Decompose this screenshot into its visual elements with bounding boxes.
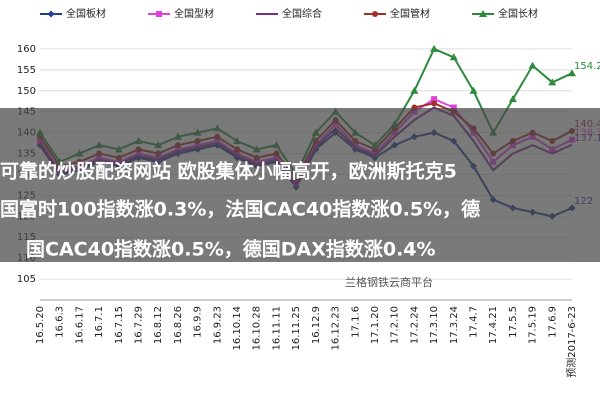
x-tick-label: 16.8.12 xyxy=(153,306,164,344)
x-tick-label: 16.11.25 xyxy=(291,306,302,351)
point xyxy=(449,53,458,61)
value-label: 154.2 xyxy=(574,61,600,72)
x-tick-label: 17.4.7 xyxy=(468,306,479,338)
x-tick-label: 17.2.10 xyxy=(390,306,401,344)
point xyxy=(528,61,537,69)
point xyxy=(568,69,576,77)
overlay-banner xyxy=(0,108,600,262)
point xyxy=(156,11,162,17)
point xyxy=(548,78,557,86)
x-tick-label: 17.4.21 xyxy=(488,306,499,344)
x-tick-label: 16.8.26 xyxy=(173,306,184,344)
y-tick-label: 150 xyxy=(17,86,36,97)
x-tick-label: 16.9.9 xyxy=(193,306,204,338)
x-tick-label: 17.5.5 xyxy=(508,306,519,338)
point xyxy=(47,10,55,18)
legend-label: 全国板材 xyxy=(66,7,106,20)
legend-label: 全国长材 xyxy=(498,7,538,20)
overlay-text: 可靠的炒股配资网站 欧股集体小幅高开，欧洲斯托克5 xyxy=(0,160,457,183)
x-tick-label: 16.12.9 xyxy=(311,306,322,344)
x-tick-label: 16.12.23 xyxy=(331,306,342,351)
x-tick-label: 17.3.24 xyxy=(449,306,460,344)
legend-label: 全国管材 xyxy=(390,7,430,20)
point xyxy=(430,44,439,52)
x-tick-label: 预测2017-6-23 xyxy=(565,306,578,378)
x-tick-label: 17.3.10 xyxy=(429,306,440,344)
x-tick-label: 16.6.3 xyxy=(55,306,66,338)
point xyxy=(469,86,478,94)
y-tick-label: 105 xyxy=(17,274,36,285)
overlay-text: 国CAC40指数涨0.5%，德国DAX指数涨0.4% xyxy=(26,238,436,261)
x-tick-label: 16.7.29 xyxy=(134,306,145,344)
point xyxy=(450,104,457,111)
x-tick-label: 17.1.20 xyxy=(370,306,381,344)
x-tick-label: 16.7.15 xyxy=(114,306,125,344)
point xyxy=(372,11,378,17)
point xyxy=(410,86,419,94)
point xyxy=(431,100,438,107)
point xyxy=(479,10,487,17)
x-tick-label: 17.1.6 xyxy=(350,306,361,338)
x-tick-label: 17.5.19 xyxy=(528,306,539,344)
legend-label: 全国型材 xyxy=(174,7,214,20)
x-tick-label: 16.7.1 xyxy=(94,306,105,338)
y-tick-label: 160 xyxy=(17,44,36,55)
x-tick-label: 16.10.28 xyxy=(252,306,263,351)
legend-label: 全国综合 xyxy=(282,7,322,20)
x-tick-label: 17.6.9 xyxy=(547,306,558,338)
point xyxy=(431,96,438,103)
x-tick-label: 17.2.24 xyxy=(409,306,420,344)
point xyxy=(508,95,517,103)
x-tick-label: 16.9.23 xyxy=(212,306,223,344)
y-tick-label: 155 xyxy=(17,65,36,76)
x-tick-label: 16.11.11 xyxy=(271,306,282,351)
overlay-text: 国富时100指数涨0.3%，法国CAC40指数涨0.5%，德 xyxy=(0,198,480,221)
x-tick-label: 16.5.20 xyxy=(35,306,46,344)
x-tick-label: 16.10.14 xyxy=(232,306,243,351)
watermark: 兰格钢铁云商平台 xyxy=(345,275,433,289)
x-tick-label: 16.6.17 xyxy=(74,306,85,344)
